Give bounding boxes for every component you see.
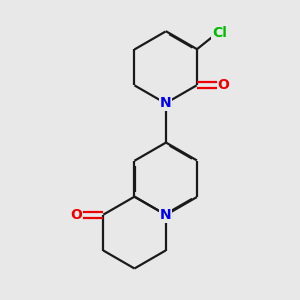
Text: N: N xyxy=(160,96,171,110)
Text: O: O xyxy=(218,78,230,92)
Text: N: N xyxy=(160,208,171,222)
Text: Cl: Cl xyxy=(212,26,227,40)
Text: O: O xyxy=(70,208,83,222)
